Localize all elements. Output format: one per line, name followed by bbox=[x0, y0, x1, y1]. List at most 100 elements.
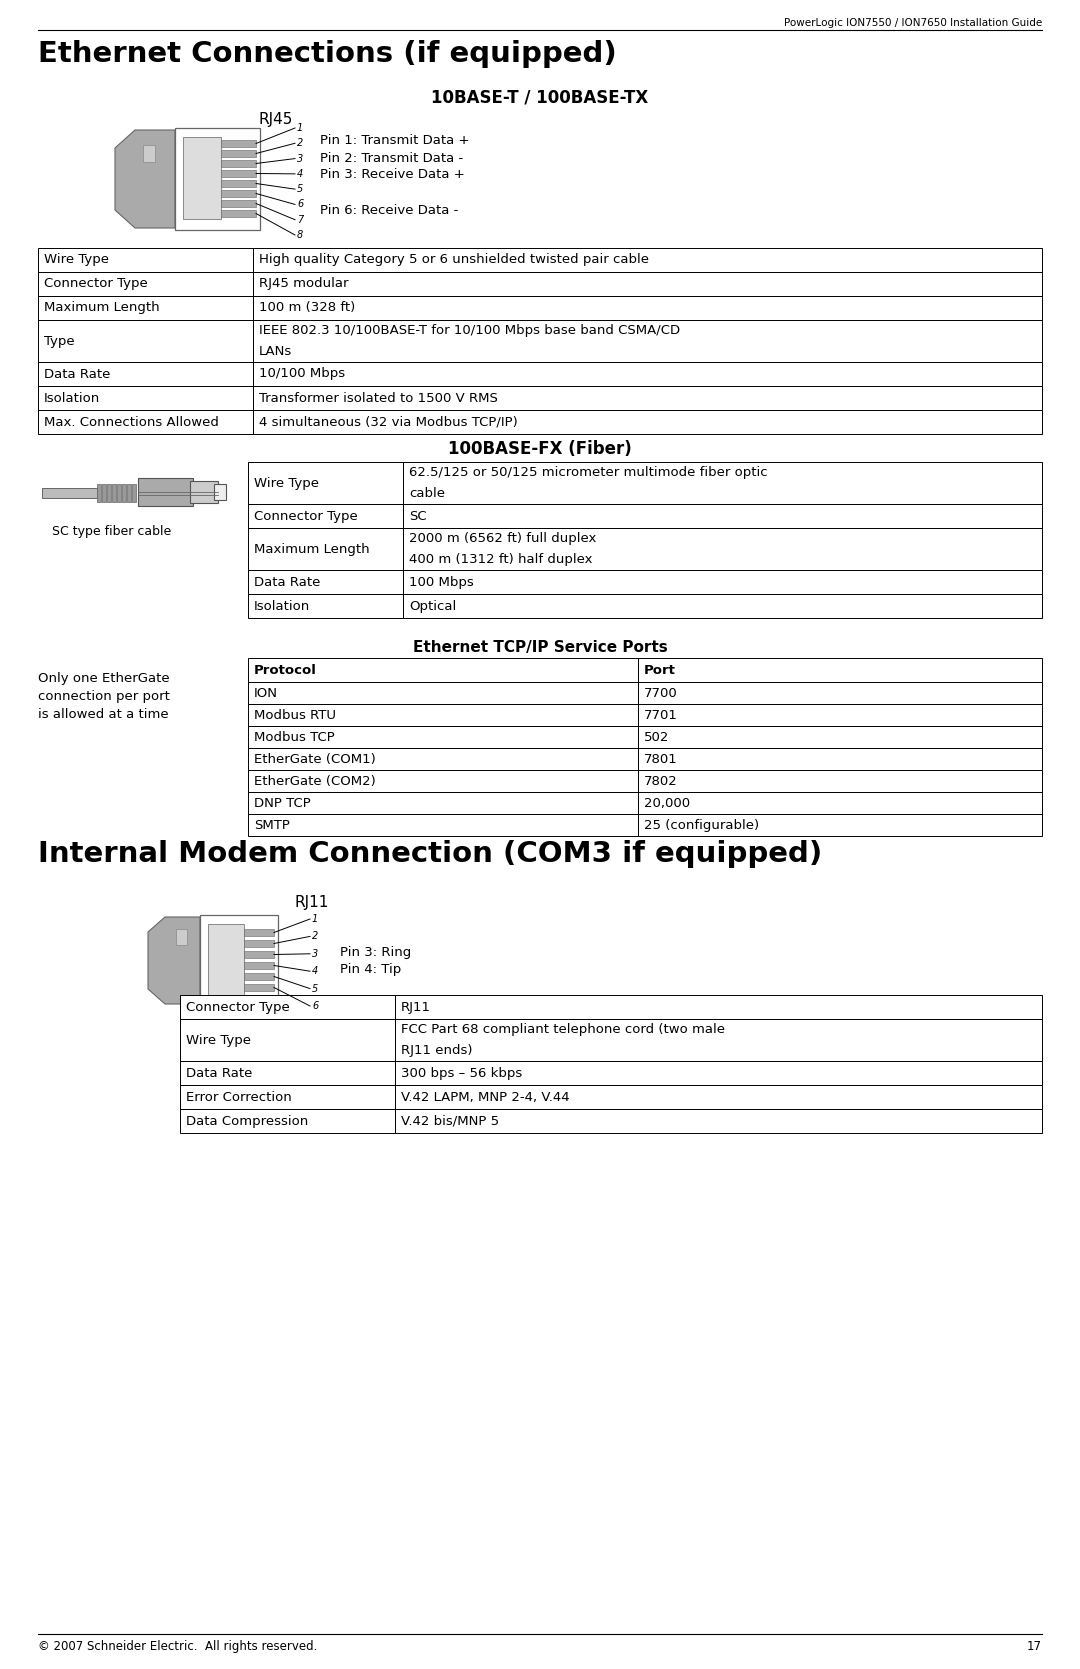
Text: RJ45: RJ45 bbox=[258, 112, 293, 127]
Bar bbox=[38, 411, 253, 434]
Text: 7700: 7700 bbox=[644, 686, 678, 699]
Bar bbox=[248, 462, 403, 504]
Text: PowerLogic ION7550 / ION7650 Installation Guide: PowerLogic ION7550 / ION7650 Installatio… bbox=[784, 18, 1042, 28]
Text: 6: 6 bbox=[312, 1001, 319, 1011]
Text: Connector Type: Connector Type bbox=[44, 277, 148, 290]
Text: FCC Part 68 compliant telephone cord (two male: FCC Part 68 compliant telephone cord (tw… bbox=[401, 1023, 725, 1036]
Bar bbox=[638, 793, 1042, 814]
Bar bbox=[253, 411, 1042, 434]
Text: Pin 2: Transmit Data -: Pin 2: Transmit Data - bbox=[320, 152, 463, 165]
Bar bbox=[107, 484, 111, 502]
Text: 2: 2 bbox=[297, 139, 303, 149]
Text: 7: 7 bbox=[297, 215, 303, 225]
Text: 3: 3 bbox=[312, 948, 319, 958]
Text: Ethernet Connections (if equipped): Ethernet Connections (if equipped) bbox=[38, 40, 617, 68]
Bar bbox=[221, 200, 256, 207]
Text: 2000 m (6562 ft) full duplex: 2000 m (6562 ft) full duplex bbox=[409, 532, 596, 546]
Bar bbox=[403, 462, 1042, 504]
Text: 100 Mbps: 100 Mbps bbox=[409, 576, 474, 589]
Bar bbox=[403, 594, 1042, 618]
Text: EtherGate (COM2): EtherGate (COM2) bbox=[254, 774, 376, 788]
Bar bbox=[221, 180, 256, 187]
Text: Protocol: Protocol bbox=[254, 664, 316, 676]
Text: 2: 2 bbox=[312, 931, 319, 941]
Text: SC: SC bbox=[409, 509, 427, 522]
Text: RJ11: RJ11 bbox=[401, 1000, 431, 1013]
Bar bbox=[395, 1085, 1042, 1108]
Bar bbox=[253, 386, 1042, 411]
Bar bbox=[112, 484, 116, 502]
Text: V.42 LAPM, MNP 2-4, V.44: V.42 LAPM, MNP 2-4, V.44 bbox=[401, 1090, 569, 1103]
Text: Maximum Length: Maximum Length bbox=[44, 302, 160, 314]
Bar bbox=[180, 1061, 395, 1085]
Text: 400 m (1312 ft) half duplex: 400 m (1312 ft) half duplex bbox=[409, 552, 593, 566]
Bar bbox=[244, 930, 274, 936]
Text: Pin 3: Ring: Pin 3: Ring bbox=[340, 946, 411, 958]
Bar bbox=[244, 973, 274, 980]
Bar bbox=[248, 726, 638, 748]
Bar bbox=[638, 726, 1042, 748]
Bar bbox=[221, 150, 256, 157]
Bar bbox=[117, 484, 121, 502]
Polygon shape bbox=[176, 930, 187, 945]
Bar bbox=[253, 362, 1042, 386]
Bar bbox=[248, 814, 638, 836]
Bar bbox=[403, 504, 1042, 527]
Text: DNP TCP: DNP TCP bbox=[254, 796, 311, 809]
Bar bbox=[183, 137, 221, 219]
Bar bbox=[132, 484, 136, 502]
Text: Ethernet TCP/IP Service Ports: Ethernet TCP/IP Service Ports bbox=[413, 639, 667, 654]
Bar bbox=[403, 571, 1042, 594]
Text: 25 (configurable): 25 (configurable) bbox=[644, 818, 759, 831]
Bar bbox=[244, 985, 274, 991]
Bar bbox=[122, 484, 126, 502]
Bar bbox=[248, 769, 638, 793]
Text: 6: 6 bbox=[297, 199, 303, 209]
Bar bbox=[248, 658, 638, 683]
Text: RJ11: RJ11 bbox=[295, 895, 329, 910]
Polygon shape bbox=[148, 916, 200, 1005]
Bar bbox=[248, 748, 638, 769]
Text: Data Rate: Data Rate bbox=[186, 1066, 253, 1080]
Text: Transformer isolated to 1500 V RMS: Transformer isolated to 1500 V RMS bbox=[259, 392, 498, 404]
Text: 502: 502 bbox=[644, 731, 670, 743]
Text: 4: 4 bbox=[297, 169, 303, 179]
Text: 1: 1 bbox=[297, 124, 303, 134]
Bar bbox=[244, 940, 274, 946]
Bar bbox=[38, 320, 253, 362]
Text: © 2007 Schneider Electric.  All rights reserved.: © 2007 Schneider Electric. All rights re… bbox=[38, 1641, 318, 1652]
Bar bbox=[180, 1020, 395, 1061]
Bar bbox=[102, 484, 106, 502]
Text: 7802: 7802 bbox=[644, 774, 678, 788]
Text: Internal Modem Connection (COM3 if equipped): Internal Modem Connection (COM3 if equip… bbox=[38, 840, 822, 868]
Bar bbox=[395, 1061, 1042, 1085]
Text: Pin 1: Transmit Data +: Pin 1: Transmit Data + bbox=[320, 134, 470, 147]
Bar bbox=[638, 683, 1042, 704]
Bar bbox=[190, 481, 218, 502]
Text: 62.5/125 or 50/125 micrometer multimode fiber optic: 62.5/125 or 50/125 micrometer multimode … bbox=[409, 466, 768, 479]
Text: Optical: Optical bbox=[409, 599, 456, 613]
Text: Max. Connections Allowed: Max. Connections Allowed bbox=[44, 416, 219, 429]
Bar bbox=[638, 658, 1042, 683]
Text: 5: 5 bbox=[297, 184, 303, 194]
Text: Error Correction: Error Correction bbox=[186, 1090, 292, 1103]
Bar bbox=[221, 160, 256, 167]
Text: ION: ION bbox=[254, 686, 278, 699]
Bar bbox=[221, 210, 256, 217]
Bar bbox=[253, 320, 1042, 362]
Text: Connector Type: Connector Type bbox=[254, 509, 357, 522]
Text: High quality Category 5 or 6 unshielded twisted pair cable: High quality Category 5 or 6 unshielded … bbox=[259, 254, 649, 267]
Text: Pin 3: Receive Data +: Pin 3: Receive Data + bbox=[320, 169, 464, 182]
Bar bbox=[180, 1108, 395, 1133]
Text: Pin 6: Receive Data -: Pin 6: Receive Data - bbox=[320, 204, 458, 217]
Bar bbox=[248, 594, 403, 618]
Text: 4: 4 bbox=[312, 966, 319, 976]
Text: Modbus RTU: Modbus RTU bbox=[254, 709, 336, 721]
Bar bbox=[248, 504, 403, 527]
Bar bbox=[97, 484, 102, 502]
Text: 7801: 7801 bbox=[644, 753, 678, 766]
Bar bbox=[638, 814, 1042, 836]
Bar bbox=[403, 527, 1042, 571]
Text: SC type fiber cable: SC type fiber cable bbox=[52, 526, 172, 537]
Bar bbox=[38, 362, 253, 386]
